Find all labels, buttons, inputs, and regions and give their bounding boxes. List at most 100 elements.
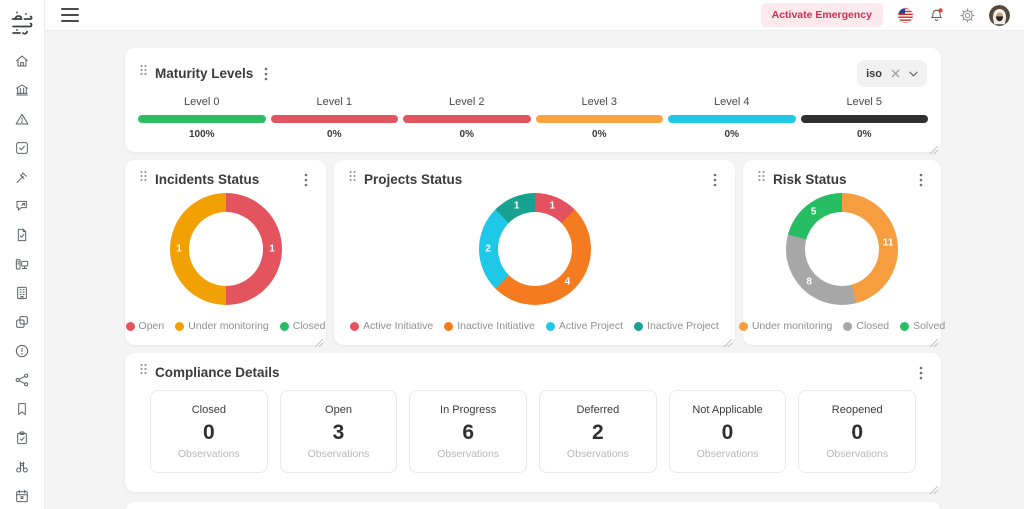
slice-value: 2 xyxy=(485,243,491,255)
slice-value: 1 xyxy=(269,243,275,255)
maturity-level: Level 2 0% xyxy=(403,96,531,140)
drag-handle-icon[interactable] xyxy=(757,170,766,184)
level-bar[interactable] xyxy=(800,115,928,123)
warning-triangle-icon[interactable] xyxy=(14,111,30,127)
chevron-down-icon[interactable] xyxy=(909,71,918,77)
legend-dot xyxy=(634,321,644,331)
projects-status-card: Projects Status 1 4 2 1 Active Initiative I… xyxy=(334,160,735,348)
kebab-menu-icon[interactable] xyxy=(915,366,927,380)
calendar-icon[interactable] xyxy=(14,488,30,504)
legend-item[interactable]: Closed xyxy=(843,320,889,332)
home-icon[interactable] xyxy=(14,53,30,69)
compliance-stat-box[interactable]: Deferred 2 Observations xyxy=(539,390,657,473)
task-check-icon[interactable] xyxy=(14,140,30,156)
level-percent: 0% xyxy=(857,129,872,140)
compliance-stat-box[interactable]: In Progress 6 Observations xyxy=(409,390,528,473)
bookmark-icon[interactable] xyxy=(14,401,30,417)
legend-item[interactable]: Under monitoring xyxy=(738,320,833,332)
level-bar[interactable] xyxy=(270,115,398,123)
us-flag-icon[interactable] xyxy=(896,6,914,24)
chart-legend: Under monitoring Closed Solved xyxy=(738,320,945,332)
framework-select[interactable]: iso xyxy=(857,60,927,87)
maturity-level: Level 4 0% xyxy=(668,96,796,140)
stat-label: Open xyxy=(325,404,352,416)
level-percent: 0% xyxy=(592,129,607,140)
brand-logo[interactable] xyxy=(9,9,35,37)
resize-handle[interactable] xyxy=(723,334,733,348)
clear-icon[interactable] xyxy=(891,69,900,78)
compliance-stat-box[interactable]: Open 3 Observations xyxy=(279,390,398,473)
legend-item[interactable]: Inactive Initiative xyxy=(444,320,535,332)
level-bar[interactable] xyxy=(138,115,266,123)
resize-handle[interactable] xyxy=(929,141,939,155)
compliance-stat-box[interactable]: Closed 0 Observations xyxy=(150,390,268,473)
legend-label: Inactive Project xyxy=(647,320,719,332)
kebab-menu-icon[interactable] xyxy=(915,173,927,187)
building-icon[interactable] xyxy=(14,285,30,301)
legend-item[interactable]: Closed xyxy=(279,320,325,332)
drag-handle-icon[interactable] xyxy=(139,363,148,377)
legend-item[interactable]: Inactive Project xyxy=(634,320,719,332)
level-bar[interactable] xyxy=(668,115,796,123)
maturity-levels-card: Maturity Levels iso Level 0 100% Level 1… xyxy=(125,48,941,155)
resize-handle[interactable] xyxy=(929,481,939,495)
workstation-icon[interactable] xyxy=(14,256,30,272)
message-share-icon[interactable] xyxy=(14,198,30,214)
legend-label: Inactive Initiative xyxy=(457,320,535,332)
gear-icon[interactable] xyxy=(958,6,976,24)
copy-icon[interactable] xyxy=(14,314,30,330)
level-label: Level 5 xyxy=(846,96,882,108)
legend-item[interactable]: Solved xyxy=(900,320,945,332)
binoculars-icon[interactable] xyxy=(14,459,30,475)
stat-sub: Observations xyxy=(826,448,889,460)
kebab-menu-icon[interactable] xyxy=(260,67,272,81)
legend-item[interactable]: Under monitoring xyxy=(175,320,269,332)
kebab-menu-icon[interactable] xyxy=(300,173,312,187)
stat-value: 2 xyxy=(592,421,604,444)
network-icon[interactable] xyxy=(14,372,30,388)
drag-handle-icon[interactable] xyxy=(139,170,148,184)
legend-item[interactable]: Open xyxy=(125,320,164,332)
notification-bell-icon[interactable] xyxy=(927,6,945,24)
menu-icon[interactable] xyxy=(61,8,79,22)
user-avatar[interactable] xyxy=(989,4,1010,26)
card-title: Projects Status xyxy=(364,172,463,187)
legend-dot xyxy=(444,321,454,331)
level-percent: 100% xyxy=(188,129,215,140)
compliance-stat-box[interactable]: Not Applicable 0 Observations xyxy=(668,390,787,473)
stat-sub: Observations xyxy=(696,448,759,460)
drag-handle-icon[interactable] xyxy=(348,170,357,184)
level-bar[interactable] xyxy=(403,115,531,123)
kebab-menu-icon[interactable] xyxy=(709,173,721,187)
slice-value: 11 xyxy=(882,237,894,249)
stat-sub: Observations xyxy=(566,448,629,460)
compliance-stat-box[interactable]: Reopened 0 Observations xyxy=(798,390,917,473)
legend-label: Under monitoring xyxy=(751,320,833,332)
stat-value: 0 xyxy=(202,421,215,444)
resize-handle[interactable] xyxy=(314,334,324,348)
legend-item[interactable]: Active Project xyxy=(545,320,623,332)
level-label: Level 3 xyxy=(581,96,617,108)
sidebar xyxy=(0,0,45,509)
drag-handle-icon[interactable] xyxy=(139,64,148,78)
activate-emergency-button[interactable]: Activate Emergency xyxy=(760,3,883,27)
level-percent: 0% xyxy=(327,129,342,140)
slice-value: 1 xyxy=(513,200,520,212)
level-label: Level 0 xyxy=(184,96,220,108)
slice-value: 5 xyxy=(810,206,817,218)
resize-handle[interactable] xyxy=(929,334,939,348)
bank-icon[interactable] xyxy=(14,82,30,98)
maturity-level: Level 1 0% xyxy=(270,96,398,140)
legend-item[interactable]: Active Initiative xyxy=(350,320,433,332)
gavel-icon[interactable] xyxy=(14,169,30,185)
alert-circle-icon[interactable] xyxy=(14,343,30,359)
donut-chart[interactable]: 11 8 5 xyxy=(786,193,898,305)
legend-dot xyxy=(125,321,135,331)
document-check-icon[interactable] xyxy=(14,227,30,243)
level-bar[interactable] xyxy=(535,115,663,123)
clipboard-check-icon[interactable] xyxy=(14,430,30,446)
donut-chart[interactable]: 1 4 2 1 xyxy=(478,193,591,305)
slice-value: 1 xyxy=(176,243,182,255)
